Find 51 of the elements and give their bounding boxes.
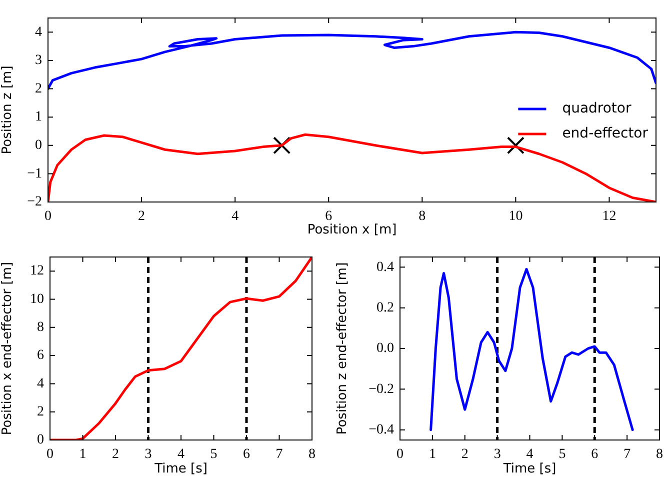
y-tick-label: −1 bbox=[27, 166, 42, 182]
y-tick-label: 2 bbox=[37, 404, 44, 420]
x-tick-label: 2 bbox=[112, 447, 119, 462]
x-tick-label: 5 bbox=[558, 447, 566, 462]
y-tick-label: 4 bbox=[35, 24, 42, 40]
x-axis-title: Time [s] bbox=[502, 462, 556, 477]
x-tick-label: 5 bbox=[210, 447, 218, 462]
x-tick-label: 0 bbox=[46, 447, 54, 462]
y-tick-label: 0 bbox=[37, 432, 44, 448]
x-tick-label: 4 bbox=[178, 447, 184, 462]
x-tick-label: 4 bbox=[232, 209, 239, 224]
y-tick-label: −0.2 bbox=[368, 382, 394, 397]
x-tick-label: 3 bbox=[144, 447, 152, 462]
legend-label: quadrotor bbox=[562, 100, 632, 117]
x-tick-label: 8 bbox=[656, 447, 663, 462]
y-tick-label: 3 bbox=[35, 53, 42, 68]
x-tick-label: 1 bbox=[428, 447, 436, 462]
y-tick-label: 1 bbox=[35, 110, 42, 125]
x-tick-label: 3 bbox=[494, 447, 501, 462]
x-tick-label: 8 bbox=[418, 209, 426, 224]
y-tick-label: 0.4 bbox=[376, 260, 394, 275]
y-tick-label: −2 bbox=[27, 194, 42, 210]
x-tick-label: 7 bbox=[624, 447, 631, 462]
x-tick-label: 8 bbox=[308, 447, 316, 462]
x-tick-label: 7 bbox=[276, 447, 283, 462]
y-tick-label: 6 bbox=[37, 348, 44, 364]
x-tick-label: 2 bbox=[138, 209, 146, 224]
x-tick-label: 6 bbox=[591, 447, 598, 462]
x-axis-title: Position x [m] bbox=[307, 222, 397, 238]
x-tick-label: 1 bbox=[79, 447, 86, 462]
y-axis-title: Position z end-effector [m] bbox=[335, 262, 350, 435]
y-axis-title: Position z [m] bbox=[0, 66, 16, 154]
x-tick-label: 2 bbox=[461, 447, 468, 462]
x-tick-label: 10 bbox=[508, 209, 523, 224]
y-tick-label: 0.2 bbox=[376, 300, 394, 316]
y-tick-label: 2 bbox=[35, 81, 42, 96]
x-tick-label: 6 bbox=[243, 447, 250, 462]
x-tick-label: 6 bbox=[325, 209, 332, 224]
legend-label: end-effector bbox=[562, 126, 648, 142]
y-tick-label: 0.0 bbox=[376, 341, 394, 356]
y-axis-title: Position x end-effector [m] bbox=[0, 262, 16, 436]
y-tick-label: 12 bbox=[30, 264, 44, 279]
x-axis-title: Time [s] bbox=[154, 462, 208, 477]
y-tick-label: 4 bbox=[37, 376, 44, 392]
y-tick-label: 10 bbox=[30, 292, 44, 307]
x-tick-label: 4 bbox=[526, 447, 534, 462]
y-tick-label: 0 bbox=[35, 138, 42, 154]
y-tick-label: −0.4 bbox=[368, 422, 394, 438]
x-tick-label: 12 bbox=[602, 209, 616, 224]
x-tick-label: 0 bbox=[396, 447, 404, 462]
y-tick-label: 8 bbox=[37, 320, 44, 336]
